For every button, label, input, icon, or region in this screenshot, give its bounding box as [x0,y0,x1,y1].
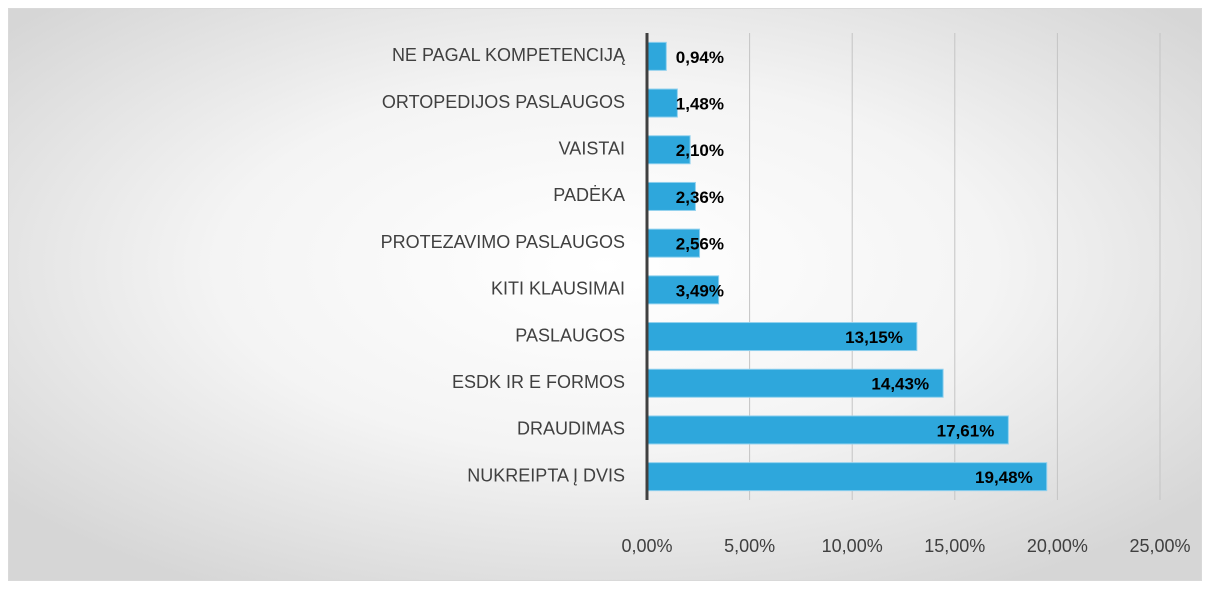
data-label: 0,94% [676,48,724,67]
x-tick-label: 20,00% [1027,536,1088,556]
data-label: 2,56% [676,235,724,254]
x-tick-label: 25,00% [1129,536,1190,556]
data-label: 19,48% [975,468,1033,487]
category-label: PASLAUGOS [515,325,625,345]
bar [646,181,696,211]
data-label: 17,61% [937,421,995,440]
bar [646,88,678,118]
x-tick-label: 10,00% [822,536,883,556]
category-label: PROTEZAVIMO PASLAUGOS [381,232,625,252]
data-label: 14,43% [871,375,929,394]
data-label: 13,15% [845,328,903,347]
category-label: VAISTAI [559,139,625,159]
category-label: NE PAGAL KOMPETENCIJĄ [392,45,626,65]
data-label: 1,48% [676,95,724,114]
bar [646,462,1048,492]
category-label: NUKREIPTA Į DVIS [467,465,625,485]
category-label: DRAUDIMAS [517,419,625,439]
bar [646,228,701,258]
x-tick-label: 15,00% [924,536,985,556]
category-label: KITI KLAUSIMAI [491,279,625,299]
data-label: 3,49% [676,281,724,300]
data-label: 2,10% [676,141,724,160]
bar [646,368,944,398]
category-label: ESDK IR E FORMOS [452,372,625,392]
bar [646,322,918,352]
x-tick-label: 0,00% [621,536,672,556]
category-label: ORTOPEDIJOS PASLAUGOS [382,92,625,112]
bar [646,275,720,305]
x-tick-label: 5,00% [724,536,775,556]
category-label: PADĖKA [553,185,625,205]
bar [646,41,667,71]
data-label: 2,36% [676,188,724,207]
bar [646,415,1009,445]
